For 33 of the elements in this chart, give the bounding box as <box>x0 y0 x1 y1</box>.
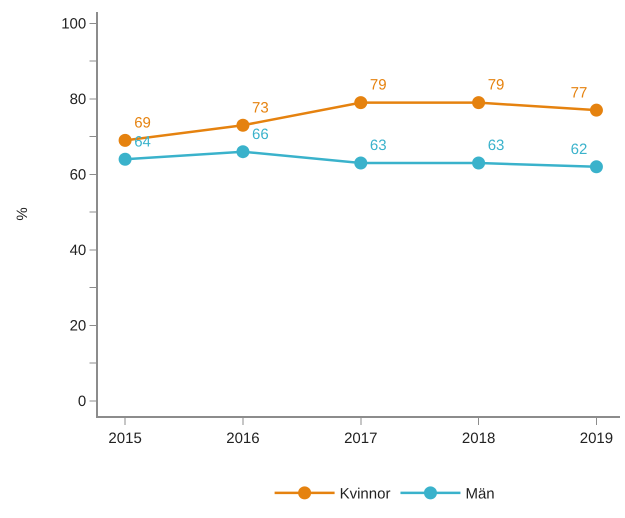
x-tick-label: 2016 <box>226 430 260 447</box>
x-tick-label: 2017 <box>344 430 378 447</box>
point <box>118 134 132 147</box>
x-tick-label: 2019 <box>580 430 614 447</box>
legend-label: Kvinnor <box>340 486 390 503</box>
y-tick-label: 40 <box>70 242 86 260</box>
y-tick-label: 100 <box>61 16 86 33</box>
data-label: 63 <box>370 137 387 154</box>
data-label: 79 <box>370 76 387 94</box>
point <box>472 156 486 170</box>
point <box>590 104 603 117</box>
legend-label: Män <box>465 486 495 503</box>
point <box>590 160 603 174</box>
point <box>236 118 250 132</box>
data-label: 79 <box>488 76 504 94</box>
x-tick-label: 2015 <box>108 430 142 447</box>
point <box>236 145 250 158</box>
point <box>118 152 132 166</box>
data-label: 77 <box>570 84 588 102</box>
y-tick-label: 0 <box>78 393 86 410</box>
point <box>354 156 368 170</box>
point <box>354 96 368 110</box>
y-tick-label: 60 <box>70 166 86 184</box>
point <box>472 96 486 110</box>
y-axis-title: % <box>14 207 31 221</box>
data-label: 69 <box>134 114 151 132</box>
data-label: 63 <box>488 137 504 154</box>
x-tick-label: 2018 <box>462 430 496 447</box>
y-tick-label: 80 <box>70 91 86 108</box>
data-label: 62 <box>570 140 588 158</box>
data-label: 73 <box>252 99 269 116</box>
data-label: 66 <box>252 126 269 143</box>
y-tick-label: 20 <box>70 318 86 335</box>
